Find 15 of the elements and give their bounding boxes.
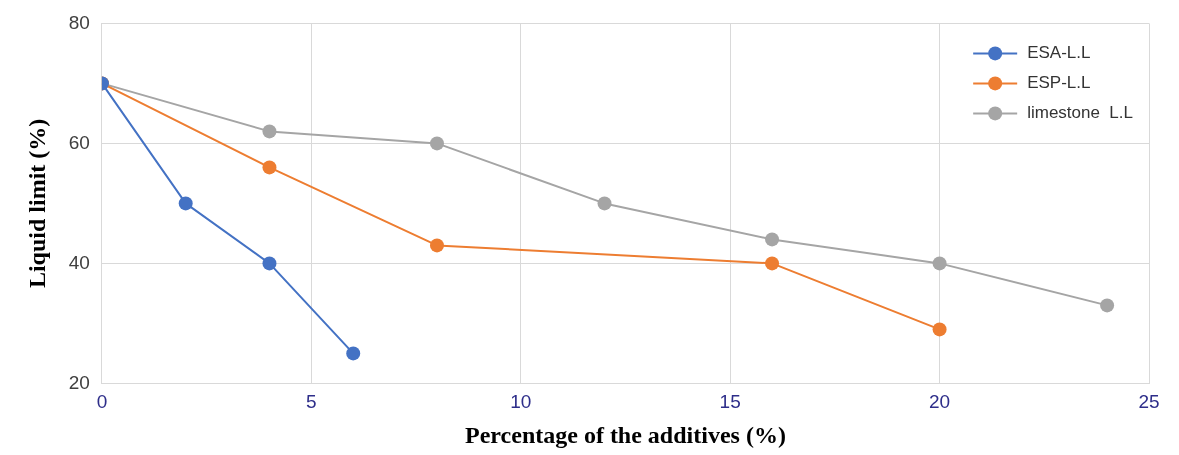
y-tick-label: 60: [68, 131, 90, 153]
y-tick-label: 80: [68, 11, 90, 33]
legend-label: ESA-L.L: [1027, 43, 1091, 63]
x-tick-label: 0: [96, 391, 108, 413]
x-tick-label: 5: [306, 391, 317, 413]
y-axis-title: Liquid limit (%): [23, 118, 50, 289]
x-tick-label: 10: [510, 391, 532, 413]
legend-label: ESP-L.L: [1027, 73, 1091, 93]
x-tick-label: 25: [1138, 391, 1160, 413]
x-tick-label: 20: [929, 391, 951, 413]
x-axis-title: Percentage of the additives (%): [465, 421, 786, 448]
y-tick-label: 20: [68, 371, 90, 393]
legend-label: limestone L.L: [1027, 103, 1134, 123]
y-tick-label: 40: [68, 251, 90, 273]
x-tick-label: 15: [719, 391, 741, 413]
